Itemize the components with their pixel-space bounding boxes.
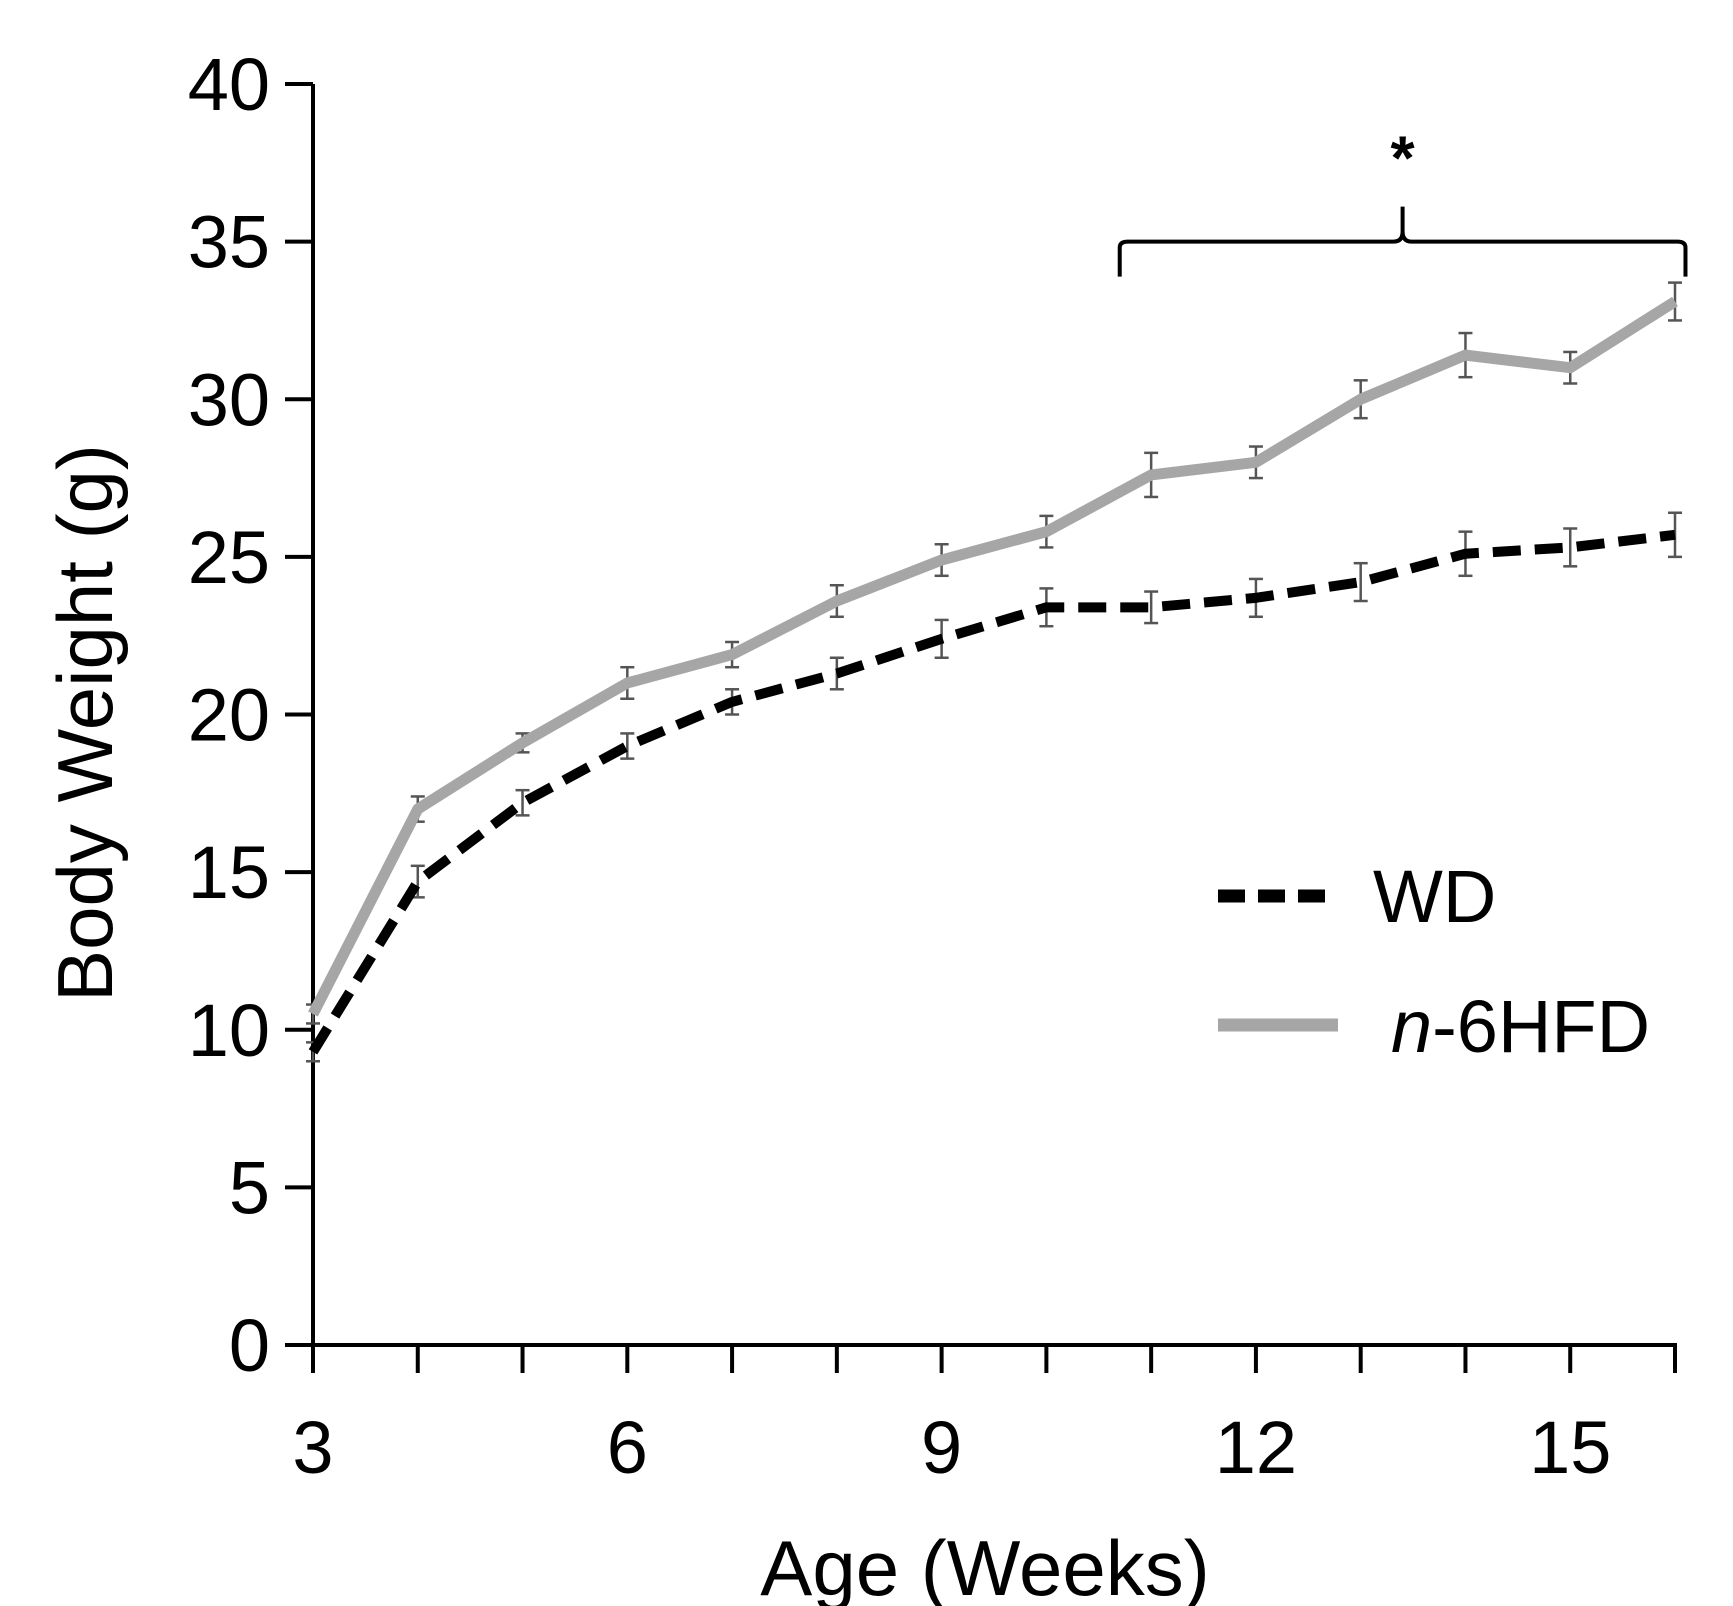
data-point: [313, 1013, 314, 1014]
data-point: [522, 742, 523, 743]
y-tick-label: 5: [229, 1146, 270, 1229]
series-line-wd: [308, 529, 1676, 1055]
significance-annotation: *: [1117, 125, 1688, 277]
series-line-n6hfd: [308, 296, 1678, 1017]
legend-label-n6hfd-rest: -6HFD: [1432, 985, 1650, 1068]
x-axis: 3 6 9 12 15: [292, 1343, 1677, 1489]
legend-label-n6hfd: n-6HFD: [1391, 985, 1650, 1068]
data-point: [313, 1051, 314, 1052]
data-point: [941, 560, 942, 561]
data-point: [417, 809, 418, 810]
x-tick-label: 15: [1529, 1406, 1611, 1489]
data-point: [1570, 547, 1571, 548]
y-axis: 0 5 10 15 20 25 30 35 40: [188, 43, 315, 1387]
y-tick-label: 20: [188, 674, 270, 757]
x-tick-label: 3: [292, 1406, 333, 1489]
y-axis-title: Body Weight (g): [41, 444, 129, 1002]
y-tick-label: 30: [188, 358, 270, 441]
data-point: [732, 654, 733, 655]
data-point: [1675, 301, 1676, 302]
data-point: [1255, 597, 1256, 598]
data-point: [1046, 531, 1047, 532]
data-point: [627, 746, 628, 747]
y-tick-label: 0: [229, 1304, 270, 1387]
series-points-0: [313, 534, 1676, 1052]
x-axis-title: Age (Weeks): [760, 1524, 1209, 1606]
data-point: [1360, 582, 1361, 583]
x-tick-label: 6: [607, 1406, 648, 1489]
significance-star: *: [1391, 125, 1416, 194]
y-tick-label: 10: [188, 989, 270, 1072]
series-layer: [306, 281, 1682, 1063]
data-point: [417, 881, 418, 882]
data-point: [1360, 399, 1361, 400]
data-point: [732, 701, 733, 702]
significance-bracket: [1117, 206, 1688, 277]
data-point: [1046, 607, 1047, 608]
data-point: [1151, 607, 1152, 608]
error-bars-0: [306, 511, 1682, 1063]
y-tick-label: 35: [188, 201, 270, 284]
data-point: [1255, 462, 1256, 463]
data-point: [836, 601, 837, 602]
x-tick-label: 12: [1215, 1406, 1297, 1489]
data-point: [941, 638, 942, 639]
data-point: [1465, 355, 1466, 356]
legend-label-n6hfd-italic: n: [1391, 985, 1432, 1068]
data-point: [627, 682, 628, 683]
y-tick-label: 15: [188, 831, 270, 914]
data-point: [1151, 474, 1152, 475]
data-point: [836, 673, 837, 674]
data-point: [1570, 367, 1571, 368]
y-tick-label: 25: [188, 516, 270, 599]
data-point: [522, 802, 523, 803]
data-point: [1465, 553, 1466, 554]
legend: WD n-6HFD: [1218, 855, 1650, 1068]
y-tick-label: 40: [188, 43, 270, 126]
data-point: [1675, 534, 1676, 535]
x-tick-label: 9: [921, 1406, 962, 1489]
legend-label-wd: WD: [1373, 855, 1496, 938]
